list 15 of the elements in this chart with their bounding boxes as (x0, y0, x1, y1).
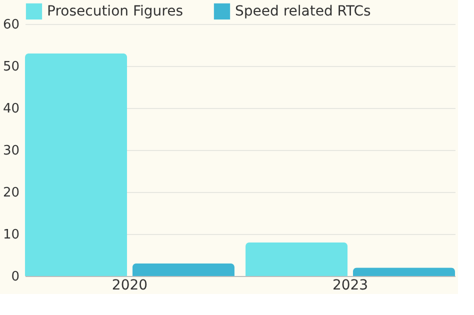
y-tick-label: 0 (11, 270, 20, 284)
bar (352, 268, 455, 276)
x-tick-label: 2023 (332, 278, 368, 294)
legend-label: Speed related RTCs (235, 3, 371, 20)
y-tick-label: 60 (2, 18, 20, 32)
y-tick-label: 50 (2, 60, 20, 74)
y-tick-label: 20 (2, 186, 20, 200)
y-tick-label: 30 (2, 144, 20, 158)
bar (25, 53, 128, 276)
bar (132, 263, 234, 276)
legend-label: Prosecution Figures (47, 3, 183, 20)
bar (246, 242, 348, 276)
y-tick-label: 10 (2, 228, 20, 242)
y-tick-label: 40 (2, 102, 20, 116)
x-tick-label: 2020 (112, 278, 148, 294)
